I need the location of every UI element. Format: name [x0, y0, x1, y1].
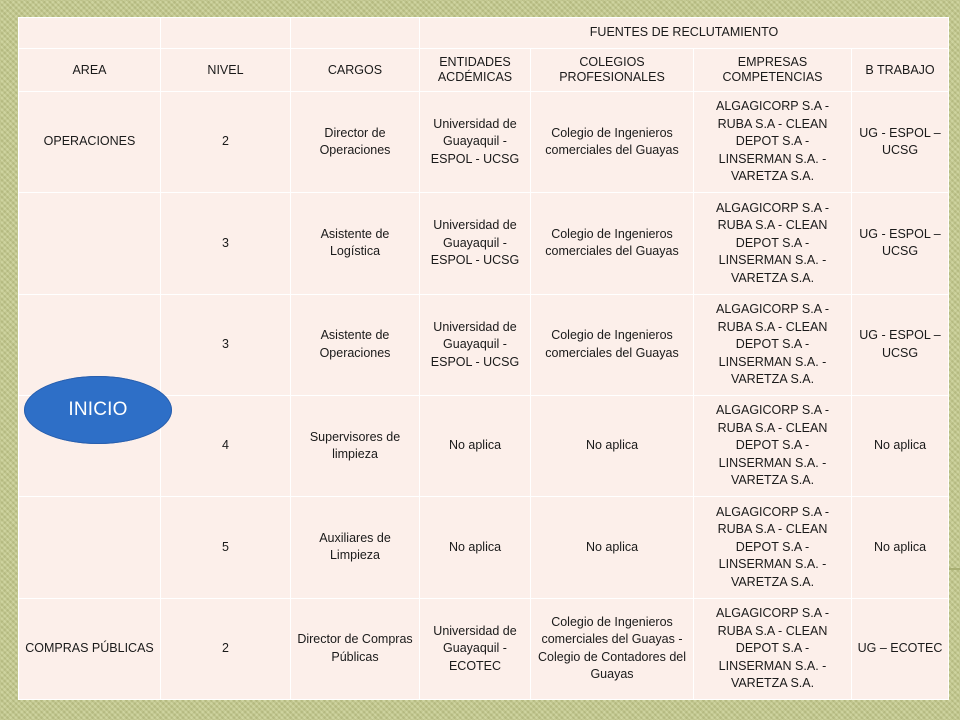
empresas-cell: ALGAGICORP S.A - RUBA S.A - CLEAN DEPOT … — [693, 293, 852, 396]
table-row: 4 Supervisores de limpieza No aplica No … — [18, 394, 950, 498]
empty-header-cell — [290, 17, 420, 49]
btrabajo-cell: No aplica — [850, 496, 950, 599]
group-header-row: FUENTES DE RECLUTAMIENTO — [18, 17, 950, 49]
empresas-cell: ALGAGICORP S.A - RUBA S.A - CLEAN DEPOT … — [693, 394, 852, 498]
area-cell: OPERACIONES — [18, 90, 161, 194]
column-header-row: AREA NIVEL CARGOS ENTIDADES ACDÉMICAS CO… — [18, 48, 950, 92]
empresas-cell: ALGAGICORP S.A - RUBA S.A - CLEAN DEPOT … — [693, 597, 852, 701]
cargo-cell: Asistente de Operaciones — [290, 293, 420, 396]
recruitment-table: FUENTES DE RECLUTAMIENTO AREA NIVEL CARG… — [18, 17, 950, 701]
inicio-button-label: INICIO — [68, 399, 128, 420]
empresas-cell: ALGAGICORP S.A - RUBA S.A - CLEAN DEPOT … — [693, 90, 852, 194]
column-header-cargos: CARGOS — [290, 48, 420, 92]
table-row: OPERACIONES 2 Director de Operaciones Un… — [18, 90, 950, 194]
group-title: FUENTES DE RECLUTAMIENTO — [418, 17, 950, 49]
entidades-cell: Universidad de Guayaquil - ESPOL - UCSG — [419, 90, 531, 194]
empty-header-cell — [18, 17, 161, 49]
decorative-stripe — [946, 568, 960, 570]
cargo-cell: Director de Compras Públicas — [290, 597, 420, 701]
column-header-btrabajo: B TRABAJO — [850, 48, 950, 92]
nivel-cell: 4 — [160, 394, 291, 498]
column-header-nivel: NIVEL — [160, 48, 291, 92]
entidades-cell: No aplica — [419, 394, 531, 498]
empresas-cell: ALGAGICORP S.A - RUBA S.A - CLEAN DEPOT … — [693, 496, 852, 599]
btrabajo-cell: UG – ECOTEC — [850, 597, 950, 701]
entidades-cell: Universidad de Guayaquil - ECOTEC — [419, 597, 531, 701]
table-row: 3 Asistente de Operaciones Universidad d… — [18, 293, 950, 396]
btrabajo-cell: UG - ESPOL – UCSG — [850, 192, 950, 295]
btrabajo-cell: UG - ESPOL – UCSG — [850, 293, 950, 396]
nivel-cell: 5 — [160, 496, 291, 599]
colegios-cell: Colegio de Ingenieros comerciales del Gu… — [530, 90, 694, 194]
area-cell: COMPRAS PÚBLICAS — [18, 597, 161, 701]
inicio-button[interactable]: INICIO — [24, 376, 172, 444]
cargo-cell: Asistente de Logística — [290, 192, 420, 295]
colegios-cell: Colegio de Ingenieros comerciales del Gu… — [530, 192, 694, 295]
btrabajo-cell: UG - ESPOL – UCSG — [850, 90, 950, 194]
colegios-cell: No aplica — [530, 496, 694, 599]
cargo-cell: Director de Operaciones — [290, 90, 420, 194]
entidades-cell: Universidad de Guayaquil - ESPOL - UCSG — [419, 293, 531, 396]
area-cell — [18, 496, 161, 599]
cargo-cell: Supervisores de limpieza — [290, 394, 420, 498]
column-header-entidades: ENTIDADES ACDÉMICAS — [419, 48, 531, 92]
cargo-cell: Auxiliares de Limpieza — [290, 496, 420, 599]
table-row: 3 Asistente de Logística Universidad de … — [18, 192, 950, 295]
btrabajo-cell: No aplica — [850, 394, 950, 498]
table-row: 5 Auxiliares de Limpieza No aplica No ap… — [18, 496, 950, 599]
table-row: COMPRAS PÚBLICAS 2 Director de Compras P… — [18, 597, 950, 701]
entidades-cell: No aplica — [419, 496, 531, 599]
entidades-cell: Universidad de Guayaquil - ESPOL - UCSG — [419, 192, 531, 295]
empresas-cell: ALGAGICORP S.A - RUBA S.A - CLEAN DEPOT … — [693, 192, 852, 295]
nivel-cell: 2 — [160, 90, 291, 194]
column-header-colegios: COLEGIOS PROFESIONALES — [530, 48, 694, 92]
colegios-cell: No aplica — [530, 394, 694, 498]
empty-header-cell — [160, 17, 291, 49]
column-header-area: AREA — [18, 48, 161, 92]
nivel-cell: 3 — [160, 293, 291, 396]
nivel-cell: 2 — [160, 597, 291, 701]
area-cell — [18, 192, 161, 295]
colegios-cell: Colegio de Ingenieros comerciales del Gu… — [530, 293, 694, 396]
column-header-empresas: EMPRESAS COMPETENCIAS — [693, 48, 852, 92]
colegios-cell: Colegio de Ingenieros comerciales del Gu… — [530, 597, 694, 701]
nivel-cell: 3 — [160, 192, 291, 295]
